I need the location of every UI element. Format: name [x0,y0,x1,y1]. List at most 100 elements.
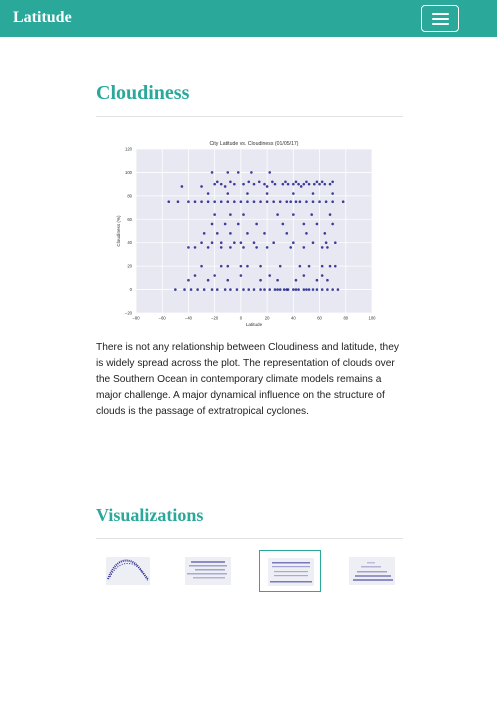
data-point [213,274,216,277]
data-point [246,232,249,235]
data-point [259,200,262,204]
data-point [219,241,223,245]
cloudiness-thumbnail[interactable] [259,550,321,592]
data-point [239,241,243,245]
data-point [246,200,249,204]
data-point [320,274,324,277]
data-point [263,182,266,186]
data-point [315,288,319,291]
data-point [272,200,275,204]
data-point [213,213,216,216]
divider [96,538,403,539]
data-point [302,246,306,249]
data-point [215,180,219,184]
data-point [226,264,230,268]
x-tick-label: −20 [211,316,219,321]
data-point [252,182,256,186]
data-point [229,180,232,184]
data-point [206,246,210,249]
data-point [213,182,216,186]
wind-speed-thumbnail[interactable] [341,550,403,592]
data-point [259,264,262,268]
data-point [272,241,275,245]
data-point [247,288,251,291]
data-point [257,180,261,184]
data-point [292,182,295,186]
data-point [271,180,274,184]
humidity-thumbnail[interactable] [177,550,239,592]
data-point [311,200,315,204]
y-tick-label: 20 [127,264,132,269]
data-point [284,180,287,184]
data-point [193,246,197,249]
data-point [213,200,216,204]
data-point [305,200,308,204]
data-point [294,180,298,184]
x-tick-label: −80 [132,316,140,321]
data-point [289,246,293,249]
data-point [233,182,236,186]
data-point [292,213,295,216]
data-point [229,213,232,216]
x-tick-label: 40 [291,316,296,321]
hamburger-icon-line [432,23,449,25]
data-point [328,182,332,186]
data-point [285,288,289,291]
data-point [326,278,329,282]
hamburger-icon-line [432,18,449,20]
data-point [174,288,177,291]
temperature-thumbnail[interactable] [96,550,158,592]
data-point [326,288,329,291]
y-tick-label: 80 [127,193,132,198]
data-point [268,274,272,277]
data-point [202,232,206,235]
data-point [281,222,285,226]
data-point [200,264,203,268]
data-point [229,232,232,235]
data-point [206,200,210,204]
visualizations-thumbnails [96,550,403,593]
data-point [299,185,303,188]
data-point [193,200,197,204]
data-point [323,232,327,235]
y-tick-label: −20 [125,311,133,316]
data-point [167,200,171,204]
data-point [263,288,266,291]
data-point [206,278,210,282]
data-point [219,246,223,249]
data-point [273,182,277,186]
data-point [313,182,316,186]
data-point [331,180,334,184]
data-point [229,246,232,249]
data-point [298,264,302,268]
data-point [341,200,345,204]
navbar-toggler-button[interactable] [421,5,459,32]
data-point [297,288,300,291]
data-point [294,278,298,282]
data-point [292,288,295,291]
data-point [252,288,256,291]
navbar-brand[interactable]: Latitude [13,9,72,26]
data-point [333,264,337,268]
data-point [239,200,243,204]
data-point [239,274,243,277]
data-point [226,278,230,282]
data-point [278,200,282,204]
data-point [331,200,334,204]
data-point [202,288,206,291]
data-point [324,200,328,204]
data-point [189,288,193,291]
data-point [226,171,230,174]
data-point [215,232,219,235]
data-point [307,182,311,186]
data-point [289,200,293,204]
data-point [298,200,302,204]
data-point [215,288,219,291]
x-tick-label: −60 [159,316,167,321]
data-point [263,232,266,235]
data-point [200,241,203,245]
data-point [294,200,298,204]
data-point [333,241,337,245]
y-tick-label: 60 [127,217,132,222]
data-point [286,182,290,186]
